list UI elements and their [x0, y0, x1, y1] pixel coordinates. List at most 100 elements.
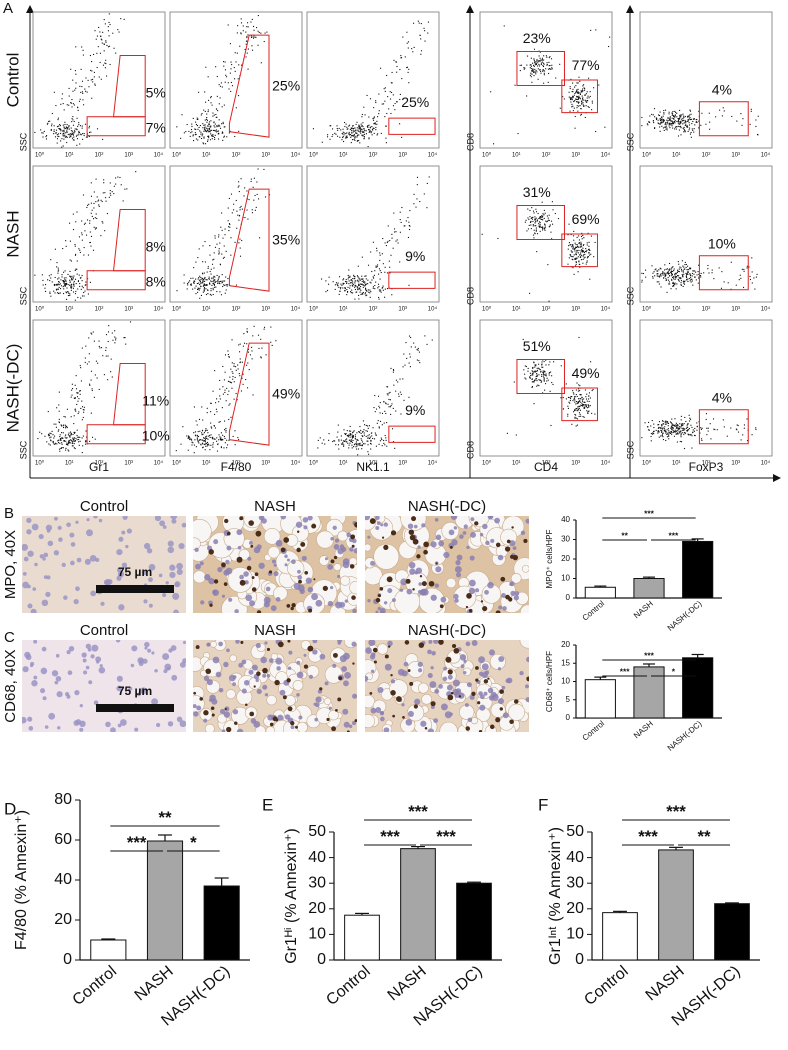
event-dot [524, 69, 525, 70]
event-dot [399, 261, 400, 262]
event-dot [368, 146, 369, 147]
event-dot [682, 274, 683, 275]
event-dot [654, 128, 655, 129]
event-dot [683, 434, 684, 435]
event-dot [581, 108, 582, 109]
event-dot [350, 282, 351, 283]
event-dot [668, 425, 669, 426]
event-dot [65, 450, 66, 451]
event-dot [690, 419, 691, 420]
event-dot [705, 124, 706, 125]
event-dot [75, 269, 76, 270]
event-dot [544, 374, 545, 375]
event-dot [88, 204, 89, 205]
nucleus [58, 526, 62, 530]
event-dot [681, 114, 682, 115]
nucleus [40, 688, 45, 693]
event-dot [357, 141, 358, 142]
event-dot [203, 447, 204, 448]
event-dot [362, 281, 363, 282]
event-dot [62, 444, 63, 445]
event-dot [545, 68, 546, 69]
event-dot [364, 276, 365, 277]
gate-percent: 11% [142, 392, 169, 408]
event-dot [209, 121, 210, 122]
event-dot [211, 278, 212, 279]
nucleus [418, 582, 422, 586]
event-dot [387, 386, 388, 387]
event-dot [77, 138, 78, 139]
event-dot [342, 129, 343, 130]
event-dot [685, 121, 686, 122]
event-dot [357, 289, 358, 290]
gate-percent: 4% [712, 82, 732, 98]
event-dot [210, 133, 211, 134]
event-dot [533, 237, 534, 238]
event-dot [723, 107, 724, 108]
event-dot [205, 428, 206, 429]
event-dot [365, 293, 366, 294]
event-dot [536, 218, 537, 219]
nucleus [45, 592, 50, 597]
event-dot [579, 416, 580, 417]
event-dot [337, 284, 338, 285]
event-dot [654, 108, 655, 109]
event-dot [577, 99, 578, 100]
event-dot [373, 128, 374, 129]
nucleus [144, 642, 149, 647]
event-dot [595, 131, 596, 132]
event-dot [216, 441, 217, 442]
event-dot [85, 285, 86, 286]
event-dot [194, 288, 195, 289]
event-dot [227, 444, 228, 445]
event-dot [54, 284, 55, 285]
event-dot [368, 129, 369, 130]
event-dot [689, 118, 690, 119]
event-dot [641, 125, 642, 126]
stained-cell [333, 653, 338, 658]
event-dot [353, 284, 354, 285]
event-dot [671, 275, 672, 276]
event-dot [50, 437, 51, 438]
nucleus [328, 601, 333, 606]
event-dot [71, 260, 72, 261]
event-dot [101, 200, 102, 201]
event-dot [190, 132, 191, 133]
event-dot [202, 279, 203, 280]
nucleus [498, 606, 502, 610]
event-dot [675, 112, 676, 113]
event-dot [673, 118, 674, 119]
event-dot [681, 424, 682, 425]
event-dot [679, 271, 680, 272]
nucleus [110, 727, 116, 733]
event-dot [643, 273, 644, 274]
event-dot [574, 414, 575, 415]
nucleus [340, 544, 344, 548]
event-dot [584, 106, 585, 107]
event-dot [207, 432, 208, 433]
event-dot [675, 283, 676, 284]
event-dot [344, 287, 345, 288]
event-dot [105, 42, 106, 43]
event-dot [588, 398, 589, 399]
event-dot [658, 431, 659, 432]
event-dot [68, 295, 69, 296]
event-dot [549, 361, 550, 362]
event-dot [540, 371, 541, 372]
nucleus [454, 526, 457, 529]
event-dot [534, 62, 535, 63]
nucleus [99, 519, 102, 522]
event-dot [659, 276, 660, 277]
event-dot [535, 218, 536, 219]
event-dot [549, 374, 550, 375]
event-dot [87, 136, 88, 137]
event-dot [685, 273, 686, 274]
event-dot [73, 103, 74, 104]
nucleus [288, 651, 292, 655]
stained-cell [221, 562, 226, 567]
event-dot [72, 384, 73, 385]
event-dot [53, 443, 54, 444]
stained-cell [290, 721, 294, 725]
event-dot [253, 187, 254, 188]
event-dot [90, 132, 91, 133]
